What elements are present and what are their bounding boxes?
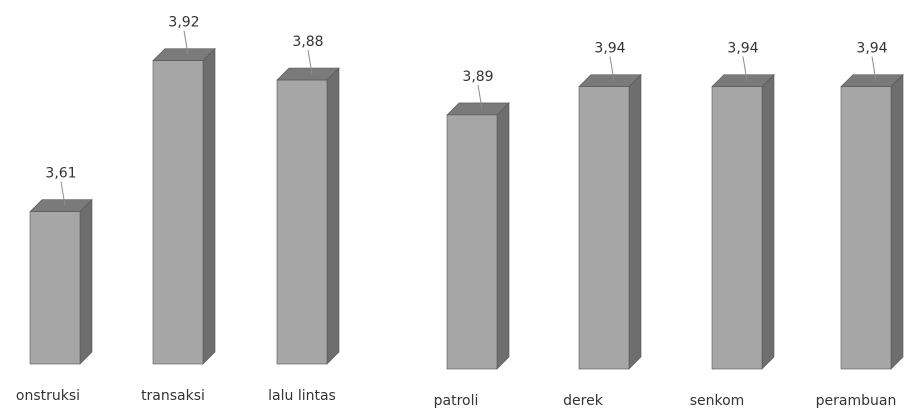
bar-side-face	[761, 73, 775, 370]
data-label: 3,94	[594, 41, 625, 57]
bar-lalu-lintas	[276, 79, 328, 365]
bar-side-face	[326, 67, 340, 365]
data-label: 3,88	[292, 34, 323, 50]
category-label: onstruksi	[16, 388, 80, 404]
leader-line	[477, 84, 483, 110]
bar-side-face	[496, 102, 510, 370]
category-label: patroli	[434, 393, 479, 409]
data-label: 3,61	[45, 166, 76, 182]
data-label: 3,89	[462, 69, 493, 85]
bar-perambuan	[840, 86, 892, 370]
leader-line	[742, 56, 748, 81]
bar-side-face	[628, 73, 642, 370]
category-label: lalu lintas	[268, 388, 336, 404]
category-label: derek	[563, 393, 604, 409]
category-label: senkom	[690, 393, 745, 409]
bar-side-face	[79, 198, 93, 365]
bar-side-face	[890, 73, 904, 370]
left-chart-panel: 3,61 onstruksi 3,92 transaksi 3,88 lalu linta…	[16, 15, 340, 404]
leader-line	[183, 30, 189, 55]
leader-line	[609, 56, 615, 81]
bar-onstruksi	[29, 211, 81, 365]
data-label: 3,94	[856, 41, 887, 57]
leader-line	[871, 56, 877, 81]
bar-transaksi	[152, 60, 204, 365]
leader-line	[60, 181, 66, 206]
bar-patroli	[446, 114, 498, 370]
data-label: 3,94	[727, 41, 758, 57]
category-label: perambuan	[816, 393, 897, 409]
leader-line	[307, 50, 313, 75]
bar-senkom	[711, 86, 763, 370]
bar-derek	[578, 86, 630, 370]
data-label: 3,92	[168, 15, 199, 31]
category-label: transaksi	[141, 388, 205, 404]
bar-side-face	[202, 47, 216, 365]
right-chart-panel: 3,89 patroli 3,94 derek 3,94 senkom 3,94 peramb…	[434, 41, 904, 409]
